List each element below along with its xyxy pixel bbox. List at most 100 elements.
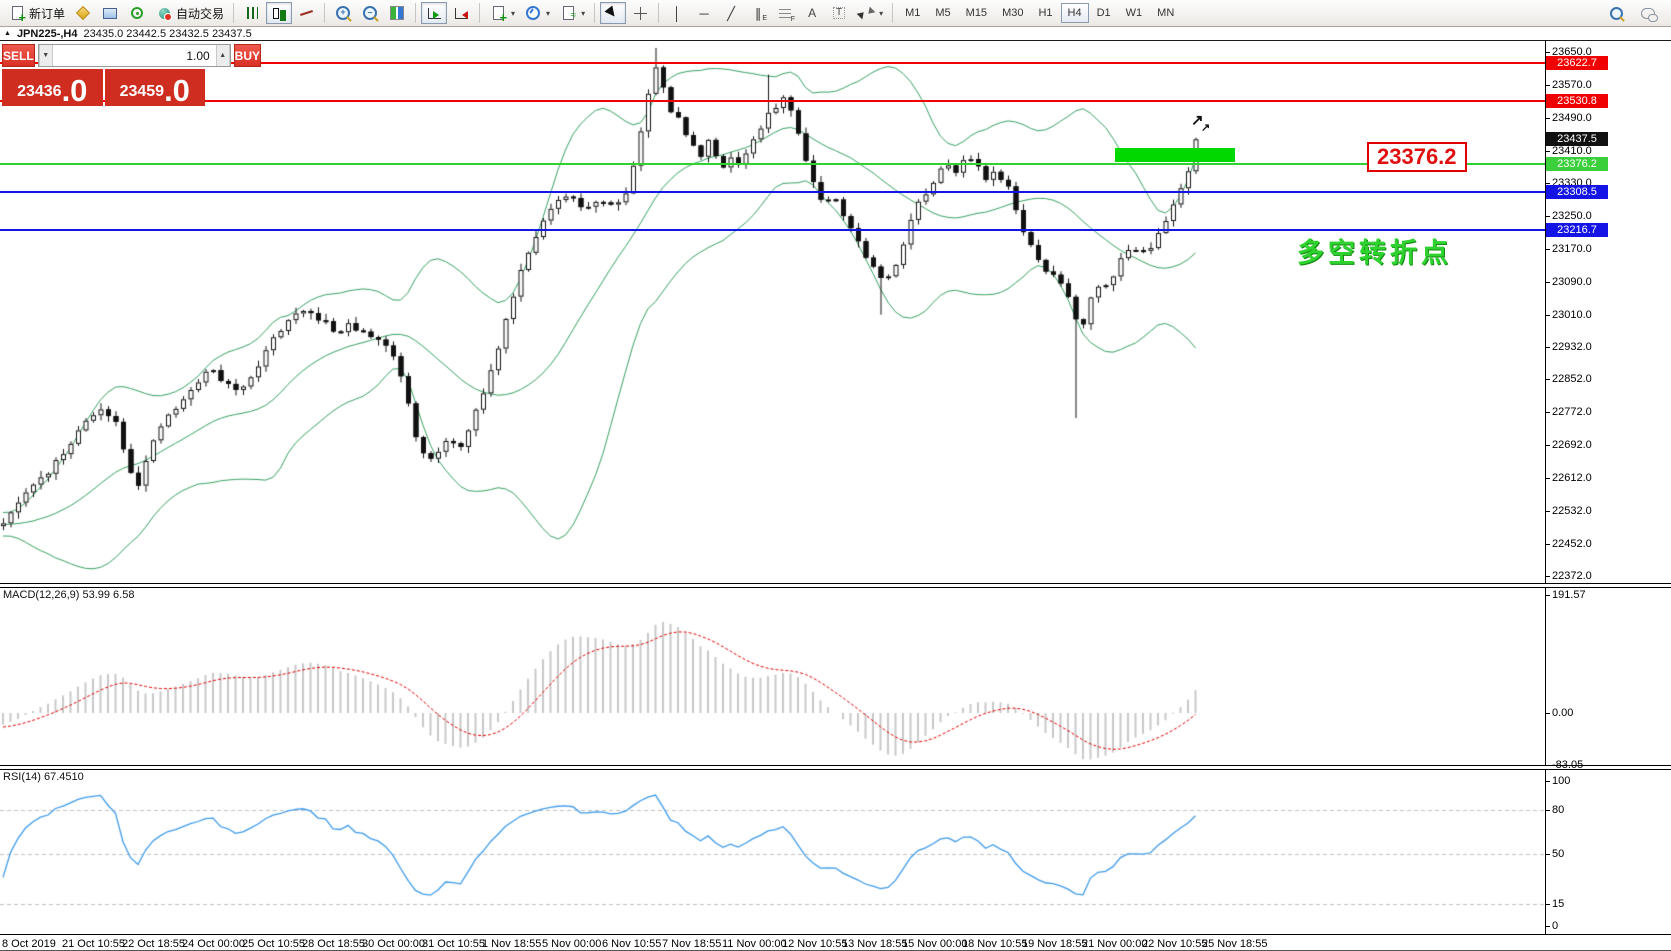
indicators-button[interactable]: ▾ (485, 2, 519, 25)
horizontal-level-line-23308.5[interactable] (0, 191, 1545, 194)
volume-increase-button[interactable]: ▲ (215, 45, 230, 66)
macd-plot-area[interactable]: MACD(12,26,9) 53.99 6.58 (0, 588, 1545, 765)
horizontal-level-line-23622.7[interactable] (0, 62, 1545, 65)
text-button[interactable] (799, 2, 825, 24)
time-tick-label: 28 Oct 18:55 (302, 938, 365, 950)
buy-button[interactable]: BUY (233, 44, 262, 67)
timeframe-h4-button[interactable]: H4 (1060, 3, 1089, 23)
macd-axis[interactable]: 191.57 0.00 -83.05 (1544, 588, 1671, 771)
horizontal-level-line-23376.2[interactable] (0, 163, 1545, 166)
signals-button[interactable] (124, 2, 150, 24)
price-tick-label: 23650.0 (1545, 46, 1592, 59)
timeframe-m30-button[interactable]: M30 (995, 3, 1030, 23)
time-tick-label: 25 Nov 18:55 (1202, 938, 1268, 950)
green-highlight-rectangle[interactable] (1115, 148, 1235, 162)
price-tick-label: 22852.0 (1545, 373, 1592, 386)
price-axis[interactable]: 23650.0 23570.0 23490.0 23410.0 23330.0 23250… (1545, 41, 1671, 583)
price-chart-canvas[interactable] (0, 41, 1545, 583)
timeframe-h1-button[interactable]: H1 (1031, 3, 1059, 23)
price-tick-label: 23090.0 (1545, 275, 1592, 288)
horizontal-level-line-23530.8[interactable] (0, 99, 1545, 102)
time-tick-label: 11 Nov 00:00 (722, 938, 787, 950)
crosshair-button[interactable] (627, 2, 653, 24)
horizontal-line-icon (695, 5, 713, 21)
volume-decrease-button[interactable]: ▼ (38, 45, 53, 66)
time-tick-label: 31 Oct 10:55 (422, 938, 485, 950)
periods-button[interactable]: ▾ (520, 2, 554, 24)
fibonacci-button[interactable] (772, 2, 798, 24)
buy-price-display[interactable]: 23459.0 (104, 69, 205, 108)
tile-windows-button[interactable] (384, 2, 410, 24)
price-tick-label: 22612.0 (1545, 471, 1592, 484)
sell-price-display[interactable]: 23436.0 (2, 69, 103, 106)
one-click-collapse-icon[interactable]: ▲ (4, 30, 11, 37)
timeframe-m1-button[interactable]: M1 (898, 3, 927, 23)
price-callout-label[interactable]: 23376.2 (1367, 142, 1467, 172)
search-button[interactable] (1603, 2, 1629, 24)
horizontal-line-button[interactable] (691, 2, 717, 24)
chevron-down-icon: ▾ (546, 8, 551, 18)
time-tick-label: 18 Nov 10:55 (962, 938, 1028, 950)
chart-profiles-button[interactable] (70, 2, 96, 24)
chat-button[interactable] (1635, 2, 1661, 24)
vertical-line-button[interactable] (664, 2, 690, 24)
price-tick-label: 22692.0 (1545, 439, 1592, 452)
trendline-icon (722, 5, 740, 21)
chevron-down-icon: ▾ (581, 8, 586, 18)
arrows-button[interactable]: ▾ (853, 2, 887, 24)
equidistant-channel-button[interactable] (745, 2, 771, 24)
time-axis[interactable]: 8 Oct 2019 21 Oct 10:55 22 Oct 18:55 24 Oct… (0, 934, 1671, 950)
rsi-panel: RSI(14) 67.4510 100 80 50 15 0 (0, 770, 1671, 934)
terminal-button[interactable] (97, 2, 123, 24)
horizontal-level-line-23216.7[interactable] (0, 228, 1545, 231)
rsi-axis[interactable]: 100 80 50 15 0 (1544, 770, 1671, 934)
pivot-annotation-text[interactable]: 多空转折点 (1297, 238, 1452, 268)
timeframe-w1-button[interactable]: W1 (1119, 3, 1150, 23)
toolbar-separator (658, 3, 660, 23)
volume-stepper: ▼ ▲ (37, 44, 231, 67)
price-tick-label: 22532.0 (1545, 504, 1592, 517)
timeframe-m15-button[interactable]: M15 (959, 3, 994, 23)
autotrading-button[interactable]: 自动交易 (151, 2, 228, 24)
buy-price-decimal: .0 (164, 72, 190, 108)
time-tick-label: 19 Nov 18:55 (1022, 938, 1088, 950)
rsi-canvas[interactable] (0, 770, 1545, 934)
candle-chart-icon (270, 5, 288, 21)
templates-button[interactable]: ▾ (555, 2, 589, 24)
auto-scroll-button[interactable] (421, 2, 448, 24)
bar-chart-button[interactable] (239, 2, 265, 24)
macd-tick-label: 191.57 (1545, 589, 1586, 601)
zoom-in-button[interactable] (330, 2, 356, 24)
up-arrow-marker[interactable]: ↗ ↗ (1191, 111, 1210, 134)
price-chart-plot-area[interactable]: 23376.2 多空转折点 ↗ ↗ SELL ▼ ▲ BUY (0, 41, 1545, 583)
up-arrow-icon-small: ↗ (1201, 122, 1211, 134)
line-chart-button[interactable] (293, 2, 319, 24)
timeframe-m5-button[interactable]: M5 (928, 3, 957, 23)
candle-chart-button[interactable] (266, 2, 293, 24)
sell-button[interactable]: SELL (2, 44, 35, 67)
terminal-icon (101, 5, 119, 21)
trendline-button[interactable] (718, 2, 744, 24)
cursor-button[interactable] (600, 2, 627, 24)
timeframe-mn-button[interactable]: MN (1150, 3, 1181, 23)
chart-symbol-title: JPN225-,H4 (16, 27, 78, 40)
timeframe-d1-button[interactable]: D1 (1090, 3, 1118, 23)
chart-ohlc-values: 23435.0 23442.5 23432.5 23437.5 (83, 27, 252, 40)
autotrading-icon (155, 5, 173, 21)
zoom-out-button[interactable] (357, 2, 383, 24)
new-order-button[interactable]: 新订单 (4, 2, 69, 25)
macd-canvas[interactable] (0, 588, 1545, 765)
time-tick-label: 13 Nov 18:55 (842, 938, 908, 950)
toolbar-separator (324, 3, 326, 23)
periods-icon (524, 5, 542, 21)
rsi-plot-area[interactable]: RSI(14) 67.4510 (0, 770, 1545, 934)
chart-macd-splitter[interactable] (0, 583, 1671, 588)
signals-icon (128, 5, 146, 21)
macd-rsi-splitter[interactable] (0, 765, 1671, 770)
chart-shift-button[interactable] (448, 2, 474, 24)
macd-tick-label: 0.00 (1544, 707, 1574, 720)
price-tick-label: 23010.0 (1545, 308, 1592, 321)
text-label-button[interactable] (826, 2, 852, 24)
volume-input[interactable] (52, 45, 216, 66)
